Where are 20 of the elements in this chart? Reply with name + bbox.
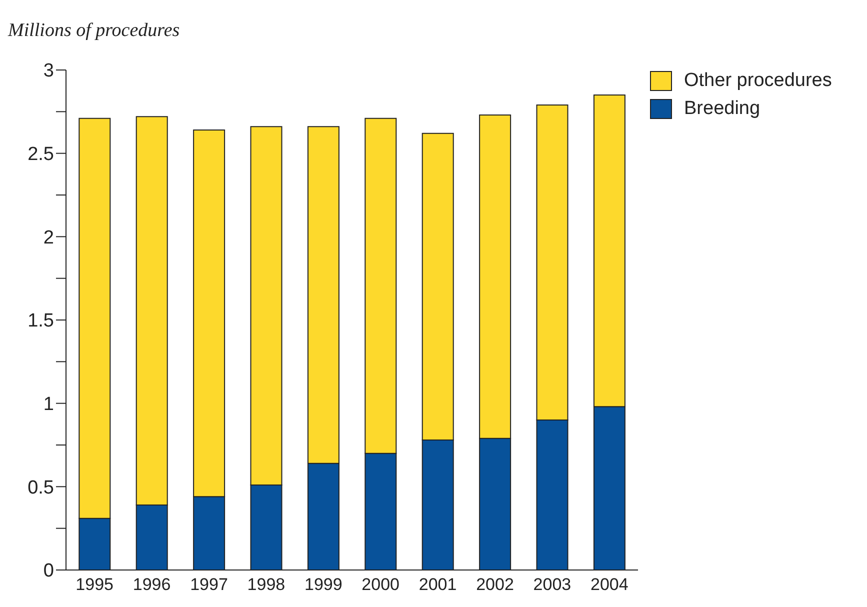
legend-label: Other procedures <box>684 70 832 92</box>
x-tick-label: 2003 <box>533 575 572 594</box>
x-tick-label: 1996 <box>132 575 171 594</box>
x-tick-label: 1999 <box>304 575 342 594</box>
y-tick-label: 0 <box>43 560 54 582</box>
y-tick-label: 3 <box>43 60 54 82</box>
y-axis-title: Millions of procedures <box>8 20 180 42</box>
y-tick-label: 0.5 <box>28 477 54 498</box>
x-tick-label: 1998 <box>247 575 286 594</box>
x-tick-label: 2002 <box>476 575 514 594</box>
x-tick-label: 2001 <box>418 575 457 594</box>
y-tick-label: 1 <box>43 394 54 416</box>
y-tick-label: 2.5 <box>28 144 54 166</box>
legend-label: Breeding <box>684 98 760 120</box>
y-tick-label: 2 <box>43 227 54 248</box>
x-tick-label: 2004 <box>590 575 628 594</box>
x-tick-label: 2000 <box>362 575 400 594</box>
y-tick-label: 1.5 <box>28 310 54 332</box>
x-tick-label: 1995 <box>76 575 114 594</box>
x-tick-label: 1997 <box>190 575 228 594</box>
